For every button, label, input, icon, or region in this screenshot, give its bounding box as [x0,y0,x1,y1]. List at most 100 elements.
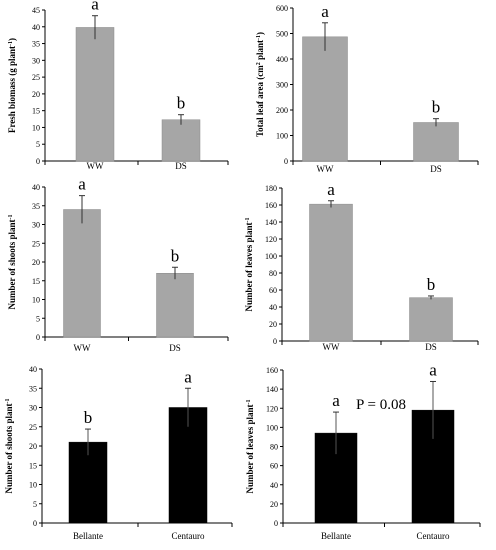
y-tick-label: 100 [265,252,277,261]
y-tick-label: 40 [269,303,277,312]
y-tick-label: 80 [269,269,277,278]
category-label: Centauro [417,531,450,541]
significance-letter: b [432,98,441,117]
y-tick-label: 0 [36,157,40,166]
y-tick-label: 140 [265,218,277,227]
y-tick-label: 60 [270,462,278,471]
chart-panel-1: 0 5 10 15 20 25 30 35 40 45 a WW b DS Fresh biomass (g… [7,0,229,171]
y-tick-label: 25 [32,73,40,82]
y-tick-label: 40 [29,365,37,374]
y-tick-label: 30 [32,221,40,230]
y-tick-label: 10 [29,481,37,490]
y-tick-label: 160 [265,201,277,210]
y-tick-label: 30 [29,404,37,413]
category-label: WW [87,161,104,171]
bar-ds [413,122,459,162]
significance-letter: b [427,275,436,294]
y-tick-label: 10 [32,296,40,305]
y-tick-label: 5 [36,314,40,323]
significance-letter: a [429,360,437,379]
y-tick-label: 100 [266,423,278,432]
category-label: WW [317,164,334,174]
y-tick-label: 15 [29,461,37,470]
chart-panel-4: 0 20 40 60 80 100 120 140 160 180 a WW b DS Number of … [244,180,479,352]
category-label: DS [175,161,187,171]
significance-letter: a [184,367,192,386]
y-tick-label: 500 [276,30,288,39]
category-label: Centauro [172,531,205,541]
p-value-note: P = 0.08 [356,397,406,413]
category-label: WW [74,343,91,353]
y-tick-label: 0 [284,157,288,166]
y-tick-label: 20 [32,258,40,267]
significance-letter: a [91,0,99,14]
y-tick-label: 20 [270,500,278,509]
bar-ww [63,209,101,338]
significance-letter: b [177,94,186,113]
significance-letter: b [171,246,180,265]
y-tick-label: 200 [276,106,288,115]
y-tick-label: 15 [32,277,40,286]
y-tick-label: 40 [32,23,40,32]
y-tick-label: 0 [273,337,277,346]
y-axis-label: Number of shoots plant-1 [4,398,14,493]
y-tick-label: 5 [36,140,40,149]
y-tick-label: 30 [32,56,40,65]
y-tick-label: 15 [32,107,40,116]
category-label: DS [425,342,437,352]
y-tick-label: 45 [32,6,40,15]
y-tick-label: 0 [274,519,278,528]
y-tick-label: 300 [276,81,288,90]
significance-letter: b [84,408,93,427]
y-tick-label: 10 [32,123,40,132]
y-tick-label: 20 [269,320,277,329]
significance-letter: a [78,175,86,194]
chart-panel-5: 0 5 10 15 20 25 30 35 40 b Bellante a Centauro Number… [4,365,233,541]
y-tick-label: 0 [36,333,40,342]
y-tick-label: 5 [33,500,37,509]
y-axis-label: Number of leaves plant-1 [244,217,254,311]
y-tick-label: 400 [276,55,288,64]
y-tick-label: 40 [32,183,40,192]
y-tick-label: 0 [33,519,37,528]
category-label: Bellante [321,531,351,541]
y-axis-label: Number of leaves plant-1 [245,399,255,493]
y-tick-label: 600 [276,4,288,13]
y-tick-label: 100 [276,132,288,141]
y-tick-label: 25 [29,423,37,432]
bar-ww [309,203,353,342]
y-axis-label: Fresh biomass (g plant-1) [7,38,17,133]
bar-ww [75,27,115,162]
bar-ww [302,36,348,162]
chart-panel-2: 0 100 200 300 400 500 600 a WW b DS Total leaf area… [255,2,479,174]
chart-panel-3: 0 5 10 15 20 25 30 35 40 a WW b DS Number of shoots p… [7,175,229,353]
bar-ds [409,297,453,342]
chart-panel-6: 0 20 40 60 80 100 120 140 160 a Bellante a Centauro P… [245,360,481,541]
y-tick-label: 35 [32,202,40,211]
y-tick-label: 35 [32,40,40,49]
significance-letter: a [327,180,335,199]
category-label: DS [430,164,442,174]
significance-letter: a [332,391,340,410]
category-label: WW [323,342,340,352]
category-label: Bellante [73,531,103,541]
y-tick-label: 35 [29,384,37,393]
y-tick-label: 80 [270,443,278,452]
bar-ds [156,273,194,338]
y-axis-label: Number of shoots plant-1 [7,214,17,309]
y-tick-label: 120 [265,235,277,244]
bar-ds [161,119,201,162]
category-label: DS [169,343,181,353]
significance-letter: a [321,2,329,21]
y-tick-label: 140 [266,385,278,394]
bar-bellante [68,441,108,524]
y-tick-label: 20 [29,442,37,451]
y-tick-label: 20 [32,90,40,99]
y-tick-label: 40 [270,481,278,490]
y-axis-label: Total leaf area (cm2 plant-1) [255,32,265,137]
y-tick-label: 180 [265,184,277,193]
y-tick-label: 160 [266,366,278,375]
y-tick-label: 120 [266,404,278,413]
y-tick-label: 25 [32,239,40,248]
